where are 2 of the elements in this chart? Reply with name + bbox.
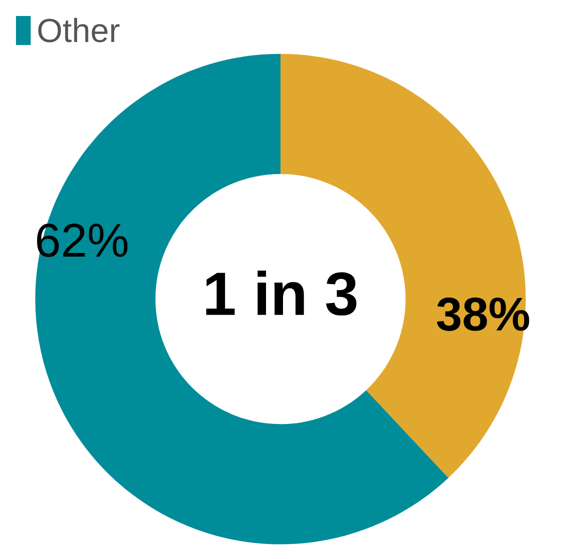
text: 1 in 3: [206, 270, 356, 316]
legend-label: Other: [38, 18, 120, 42]
